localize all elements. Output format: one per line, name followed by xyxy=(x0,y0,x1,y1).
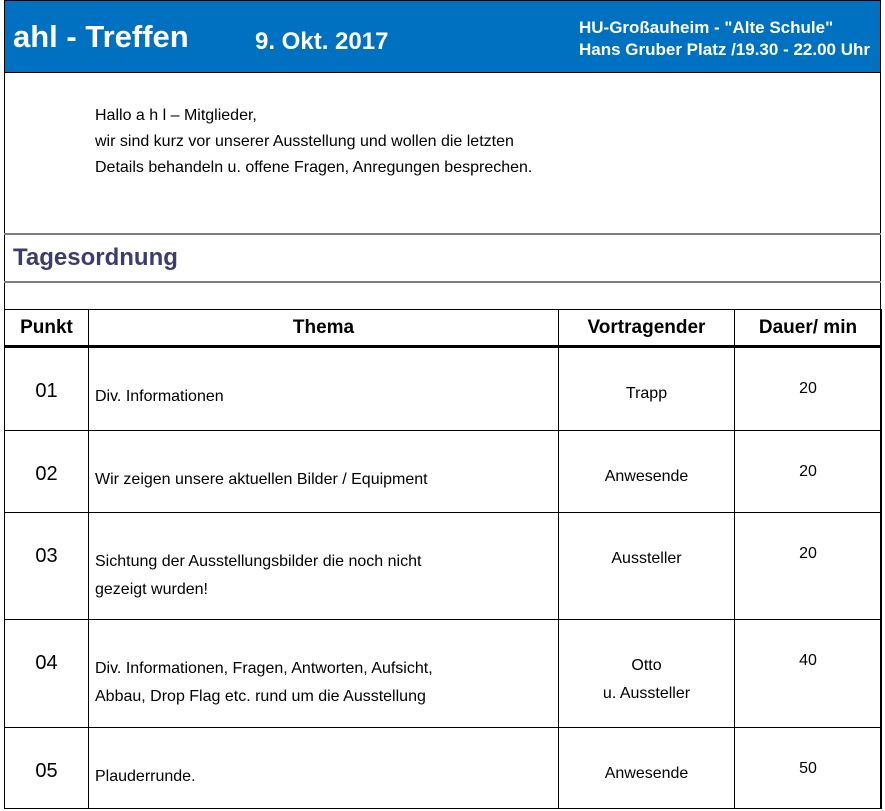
cell-dauer-text: 20 xyxy=(799,463,817,480)
cell-vortragender-text: Anwesende xyxy=(604,468,689,485)
column-header-punkt: Punkt xyxy=(4,309,89,348)
table-header-row: Punkt Thema Vortragender Dauer/ min xyxy=(4,309,882,348)
cell-punkt: 02 xyxy=(4,430,89,513)
cell-vortragender: Anwesende xyxy=(558,430,735,513)
header-banner: ahl - Treffen 9. Okt. 2017 HU-Großauheim… xyxy=(4,0,881,73)
cell-vortragender: Anwesende xyxy=(558,727,735,809)
cell-thema-text: Wir zeigen unsere aktuellen Bilder / Equ… xyxy=(95,471,428,488)
location-line-1: HU-Großauheim - "Alte Schule" xyxy=(578,18,834,37)
column-header-dauer: Dauer/ min xyxy=(734,309,882,348)
cell-thema: Wir zeigen unsere aktuellen Bilder / Equ… xyxy=(88,430,559,513)
cell-thema-text: Abbau, Drop Flag etc. rund um die Ausste… xyxy=(95,688,426,705)
table-row: 03 Sichtung der Ausstellungsbilder die no… xyxy=(4,512,882,620)
cell-punkt: 05 xyxy=(4,727,89,809)
agenda-table: Punkt Thema Vortragender Dauer/ min 01 Di… xyxy=(4,309,882,809)
cell-punkt: 04 xyxy=(4,619,89,728)
table-row: 04 Div. Informationen, Fragen, Antworten,… xyxy=(4,619,882,728)
cell-thema: Sichtung der Ausstellungsbilder die noch… xyxy=(88,512,559,620)
cell-dauer: 20 xyxy=(734,512,882,620)
cell-thema-text: Div. Informationen xyxy=(95,388,224,405)
meeting-title: ahl - Treffen xyxy=(13,19,189,54)
table-row: 01 Div. Informationen Trapp 20 xyxy=(4,346,882,431)
cell-punkt-text: 03 xyxy=(35,545,58,567)
divider xyxy=(4,233,881,235)
cell-thema-text: gezeigt wurden! xyxy=(95,581,208,598)
cell-thema: Plauderrunde. xyxy=(88,727,559,809)
column-header-vortragender: Vortragender xyxy=(558,309,735,348)
cell-thema-text: Div. Informationen, Fragen, Antworten, A… xyxy=(95,660,433,677)
intro-line: wir sind kurz vor unserer Ausstellung un… xyxy=(95,133,514,150)
cell-dauer-text: 40 xyxy=(799,652,817,669)
cell-punkt-text: 02 xyxy=(35,463,58,485)
column-header-thema: Thema xyxy=(88,309,559,348)
cell-punkt-text: 01 xyxy=(35,380,58,402)
cell-dauer-text: 50 xyxy=(799,760,817,777)
cell-punkt-text: 04 xyxy=(35,652,58,674)
cell-dauer: 40 xyxy=(734,619,882,728)
cell-thema-text: Plauderrunde. xyxy=(95,768,196,785)
cell-dauer: 50 xyxy=(734,727,882,809)
cell-vortragender-text: Aussteller xyxy=(611,550,682,567)
cell-vortragender-text: Trapp xyxy=(625,385,668,402)
cell-thema-text: Sichtung der Ausstellungsbilder die noch… xyxy=(95,553,422,570)
cell-dauer-text: 20 xyxy=(799,545,817,562)
table-row: 02 Wir zeigen unsere aktuellen Bilder / E… xyxy=(4,430,882,513)
cell-vortragender-text: u. Aussteller xyxy=(602,685,691,702)
table-row: 05 Plauderrunde. Anwesende 50 xyxy=(4,727,882,809)
divider xyxy=(4,281,881,283)
agenda-heading: Tagesordnung xyxy=(13,244,178,271)
cell-punkt: 01 xyxy=(4,346,89,431)
cell-vortragender: Otto u. Aussteller xyxy=(558,619,735,728)
cell-vortragender: Trapp xyxy=(558,346,735,431)
meeting-date: 9. Okt. 2017 xyxy=(255,28,389,55)
cell-vortragender: Aussteller xyxy=(558,512,735,620)
intro-text: Hallo a h l – Mitglieder, wir sind kurz … xyxy=(95,103,532,181)
intro-line: Details behandeln u. offene Fragen, Anre… xyxy=(95,159,533,176)
cell-thema: Div. Informationen xyxy=(88,346,559,431)
cell-dauer: 20 xyxy=(734,346,882,431)
intro-line: Hallo a h l – Mitglieder, xyxy=(95,107,257,124)
cell-vortragender-text: Anwesende xyxy=(604,765,689,782)
location-line-2: Hans Gruber Platz /19.30 - 22.00 Uhr xyxy=(578,40,870,59)
meeting-location: HU-Großauheim - "Alte Schule" Hans Grube… xyxy=(579,17,870,61)
cell-punkt-text: 05 xyxy=(35,760,58,782)
cell-vortragender-text: Otto xyxy=(631,657,662,674)
cell-dauer: 20 xyxy=(734,430,882,513)
cell-punkt: 03 xyxy=(4,512,89,620)
cell-dauer-text: 20 xyxy=(799,380,817,397)
cell-thema: Div. Informationen, Fragen, Antworten, A… xyxy=(88,619,559,728)
